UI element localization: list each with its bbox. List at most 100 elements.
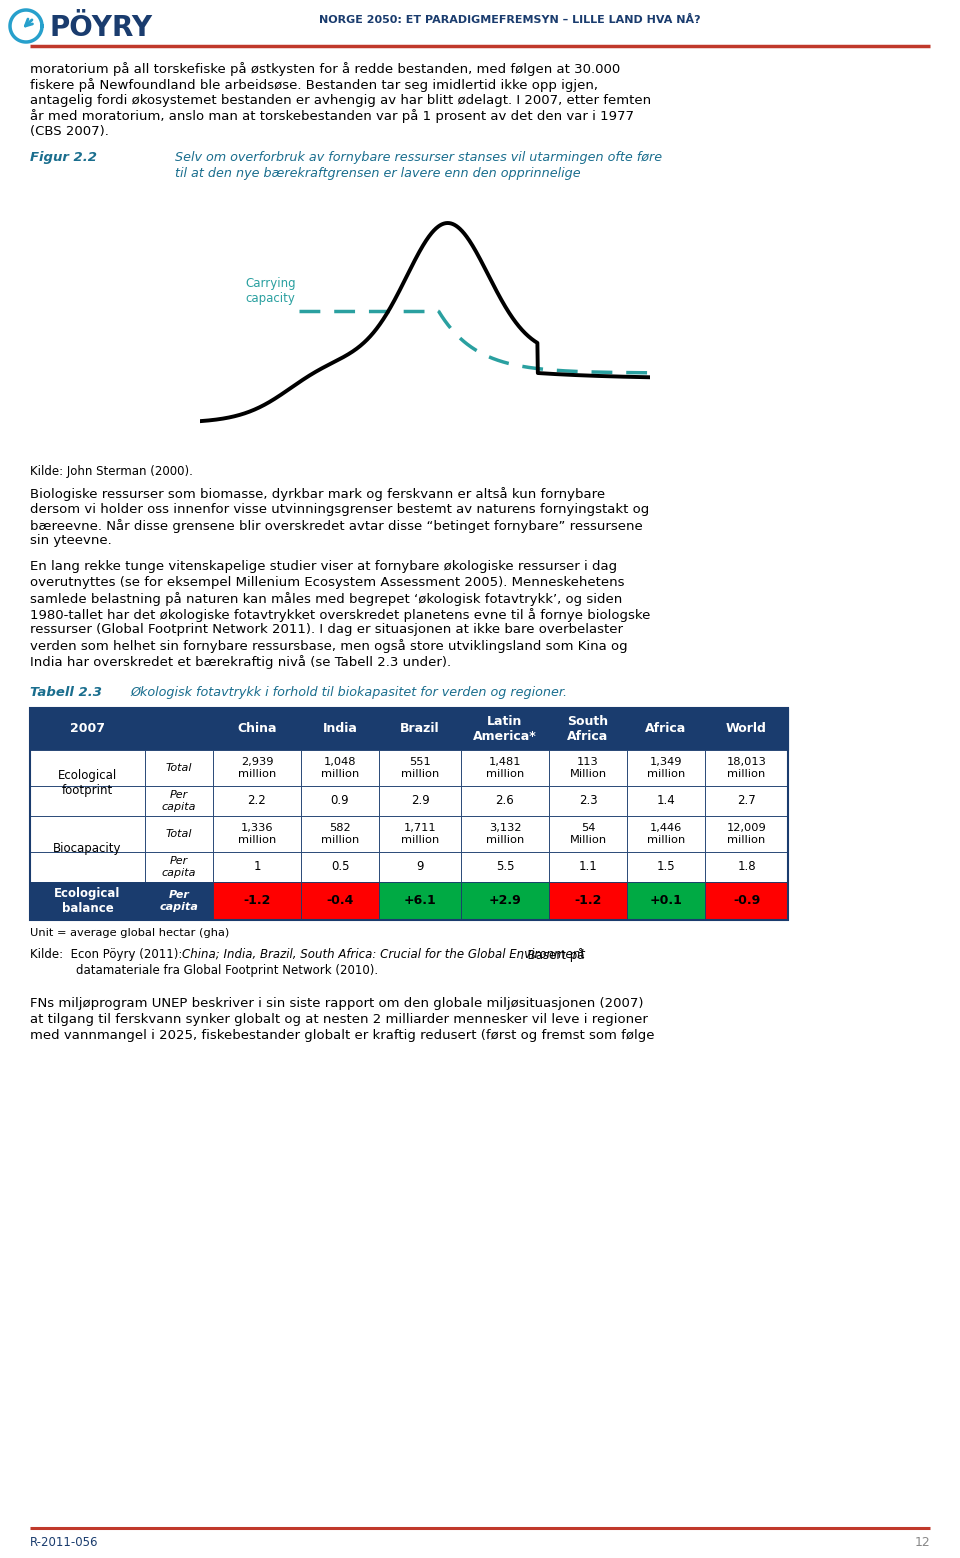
Text: 18,013
million: 18,013 million xyxy=(727,757,766,779)
Text: 1,481
million: 1,481 million xyxy=(486,757,524,779)
Text: 2007: 2007 xyxy=(70,723,105,735)
Bar xyxy=(461,749,549,785)
Text: +2.9: +2.9 xyxy=(489,894,521,907)
Bar xyxy=(301,707,379,749)
Text: India: India xyxy=(323,723,357,735)
Text: antagelig fordi økosystemet bestanden er avhengig av har blitt ødelagt. I 2007, : antagelig fordi økosystemet bestanden er… xyxy=(30,93,651,106)
Bar xyxy=(145,852,213,882)
Text: 54
Million: 54 Million xyxy=(569,823,607,844)
Bar xyxy=(461,707,549,749)
Text: En lang rekke tunge vitenskapelige studier viser at fornybare økologiske ressurs: En lang rekke tunge vitenskapelige studi… xyxy=(30,561,617,573)
Text: World: World xyxy=(726,723,767,735)
Text: 1.8: 1.8 xyxy=(737,860,756,874)
Text: China: China xyxy=(237,723,276,735)
Bar xyxy=(30,707,145,749)
Text: sin yteevne.: sin yteevne. xyxy=(30,534,111,547)
Text: -1.2: -1.2 xyxy=(574,894,602,907)
Text: Unit = average global hectar (gha): Unit = average global hectar (gha) xyxy=(30,929,229,938)
Bar xyxy=(379,707,461,749)
Bar xyxy=(705,852,788,882)
Bar xyxy=(705,882,788,919)
Bar xyxy=(461,882,549,919)
Text: 1,048
million: 1,048 million xyxy=(321,757,359,779)
Bar xyxy=(30,882,145,919)
Text: Økologisk fotavtrykk i forhold til biokapasitet for verden og regioner.: Økologisk fotavtrykk i forhold til bioka… xyxy=(130,686,567,700)
Bar xyxy=(213,785,301,816)
Bar xyxy=(549,852,627,882)
Text: 1,446
million: 1,446 million xyxy=(647,823,685,844)
Bar xyxy=(461,852,549,882)
Text: 582
million: 582 million xyxy=(321,823,359,844)
Text: 0.9: 0.9 xyxy=(330,795,349,807)
Bar xyxy=(627,882,705,919)
Text: 2,939
million: 2,939 million xyxy=(238,757,276,779)
Text: Tabell 2.3: Tabell 2.3 xyxy=(30,686,102,700)
Text: 0.5: 0.5 xyxy=(331,860,349,874)
Bar xyxy=(379,882,461,919)
Bar xyxy=(627,785,705,816)
Text: Total: Total xyxy=(166,829,192,838)
Text: fiskere på Newfoundland ble arbeidsøse. Bestanden tar seg imidlertid ikke opp ig: fiskere på Newfoundland ble arbeidsøse. … xyxy=(30,78,598,92)
Text: 12: 12 xyxy=(914,1536,930,1549)
Text: Latin
America*: Latin America* xyxy=(473,715,537,743)
Bar xyxy=(461,882,549,919)
Text: NORGE 2050: ET PARADIGMEFREMSYN – LILLE LAND HVA NÅ?: NORGE 2050: ET PARADIGMEFREMSYN – LILLE … xyxy=(319,16,701,25)
Text: 2.6: 2.6 xyxy=(495,795,515,807)
Text: FNs miljøprogram UNEP beskriver i sin siste rapport om den globale miljøsituasjo: FNs miljøprogram UNEP beskriver i sin si… xyxy=(30,997,643,1011)
Text: Per
capita: Per capita xyxy=(161,855,196,877)
Bar xyxy=(705,785,788,816)
Text: China; India, Brazil, South Africa: Crucial for the Global Environment: China; India, Brazil, South Africa: Cruc… xyxy=(182,947,585,961)
Text: verden som helhet sin fornybare ressursbase, men også store utviklingsland som K: verden som helhet sin fornybare ressursb… xyxy=(30,639,628,653)
Bar xyxy=(627,707,705,749)
Text: South
Africa: South Africa xyxy=(567,715,609,743)
Bar xyxy=(213,707,301,749)
Bar xyxy=(30,749,145,785)
Bar xyxy=(30,882,213,919)
Bar xyxy=(549,749,627,785)
Bar xyxy=(627,749,705,785)
Bar xyxy=(379,882,461,919)
Text: 551
million: 551 million xyxy=(401,757,439,779)
Text: 9: 9 xyxy=(417,860,423,874)
Text: PÖYRY: PÖYRY xyxy=(50,14,154,42)
Text: 1,349
million: 1,349 million xyxy=(647,757,685,779)
Text: 1: 1 xyxy=(253,860,261,874)
Text: moratorium på all torskefiske på østkysten for å redde bestanden, med følgen at : moratorium på all torskefiske på østkyst… xyxy=(30,62,620,76)
Text: Brazil: Brazil xyxy=(400,723,440,735)
Text: R-2011-056: R-2011-056 xyxy=(30,1536,99,1549)
Text: at tilgang til ferskvann synker globalt og at nesten 2 milliarder mennesker vil : at tilgang til ferskvann synker globalt … xyxy=(30,1013,648,1027)
Bar xyxy=(461,785,549,816)
Bar xyxy=(213,749,301,785)
Bar xyxy=(145,882,213,919)
Bar xyxy=(627,882,705,919)
Bar xyxy=(145,816,213,852)
Text: 2.2: 2.2 xyxy=(248,795,266,807)
Bar xyxy=(705,707,788,749)
Text: 1980-tallet har det økologiske fotavtrykket overskredet planetens evne til å for: 1980-tallet har det økologiske fotavtryk… xyxy=(30,608,650,622)
Bar xyxy=(30,707,788,919)
Text: ressurser (Global Footprint Network 2011). I dag er situasjonen at ikke bare ove: ressurser (Global Footprint Network 2011… xyxy=(30,623,623,636)
Bar xyxy=(379,816,461,852)
Text: 1,336
million: 1,336 million xyxy=(238,823,276,844)
Text: Figur 2.2: Figur 2.2 xyxy=(30,151,97,164)
Text: India har overskredet et bærekraftig nivå (se Tabell 2.3 under).: India har overskredet et bærekraftig niv… xyxy=(30,654,451,668)
Bar xyxy=(301,882,379,919)
Text: +6.1: +6.1 xyxy=(403,894,437,907)
Text: (CBS 2007).: (CBS 2007). xyxy=(30,125,108,139)
Text: Ecological
footprint: Ecological footprint xyxy=(58,768,117,796)
Bar xyxy=(30,816,145,852)
Text: overutnyttes (se for eksempel Millenium Ecosystem Assessment 2005). Menneskehete: overutnyttes (se for eksempel Millenium … xyxy=(30,576,625,589)
Text: Per
capita: Per capita xyxy=(159,890,199,911)
Text: Africa: Africa xyxy=(645,723,686,735)
Bar xyxy=(213,882,301,919)
Bar xyxy=(379,749,461,785)
Text: Ecological
balance: Ecological balance xyxy=(55,887,121,915)
Bar xyxy=(301,785,379,816)
Bar xyxy=(301,852,379,882)
Text: 2.3: 2.3 xyxy=(579,795,597,807)
Bar xyxy=(549,882,627,919)
Text: Biocapacity: Biocapacity xyxy=(53,843,122,855)
Bar xyxy=(213,882,301,919)
Bar xyxy=(705,816,788,852)
Bar xyxy=(461,816,549,852)
